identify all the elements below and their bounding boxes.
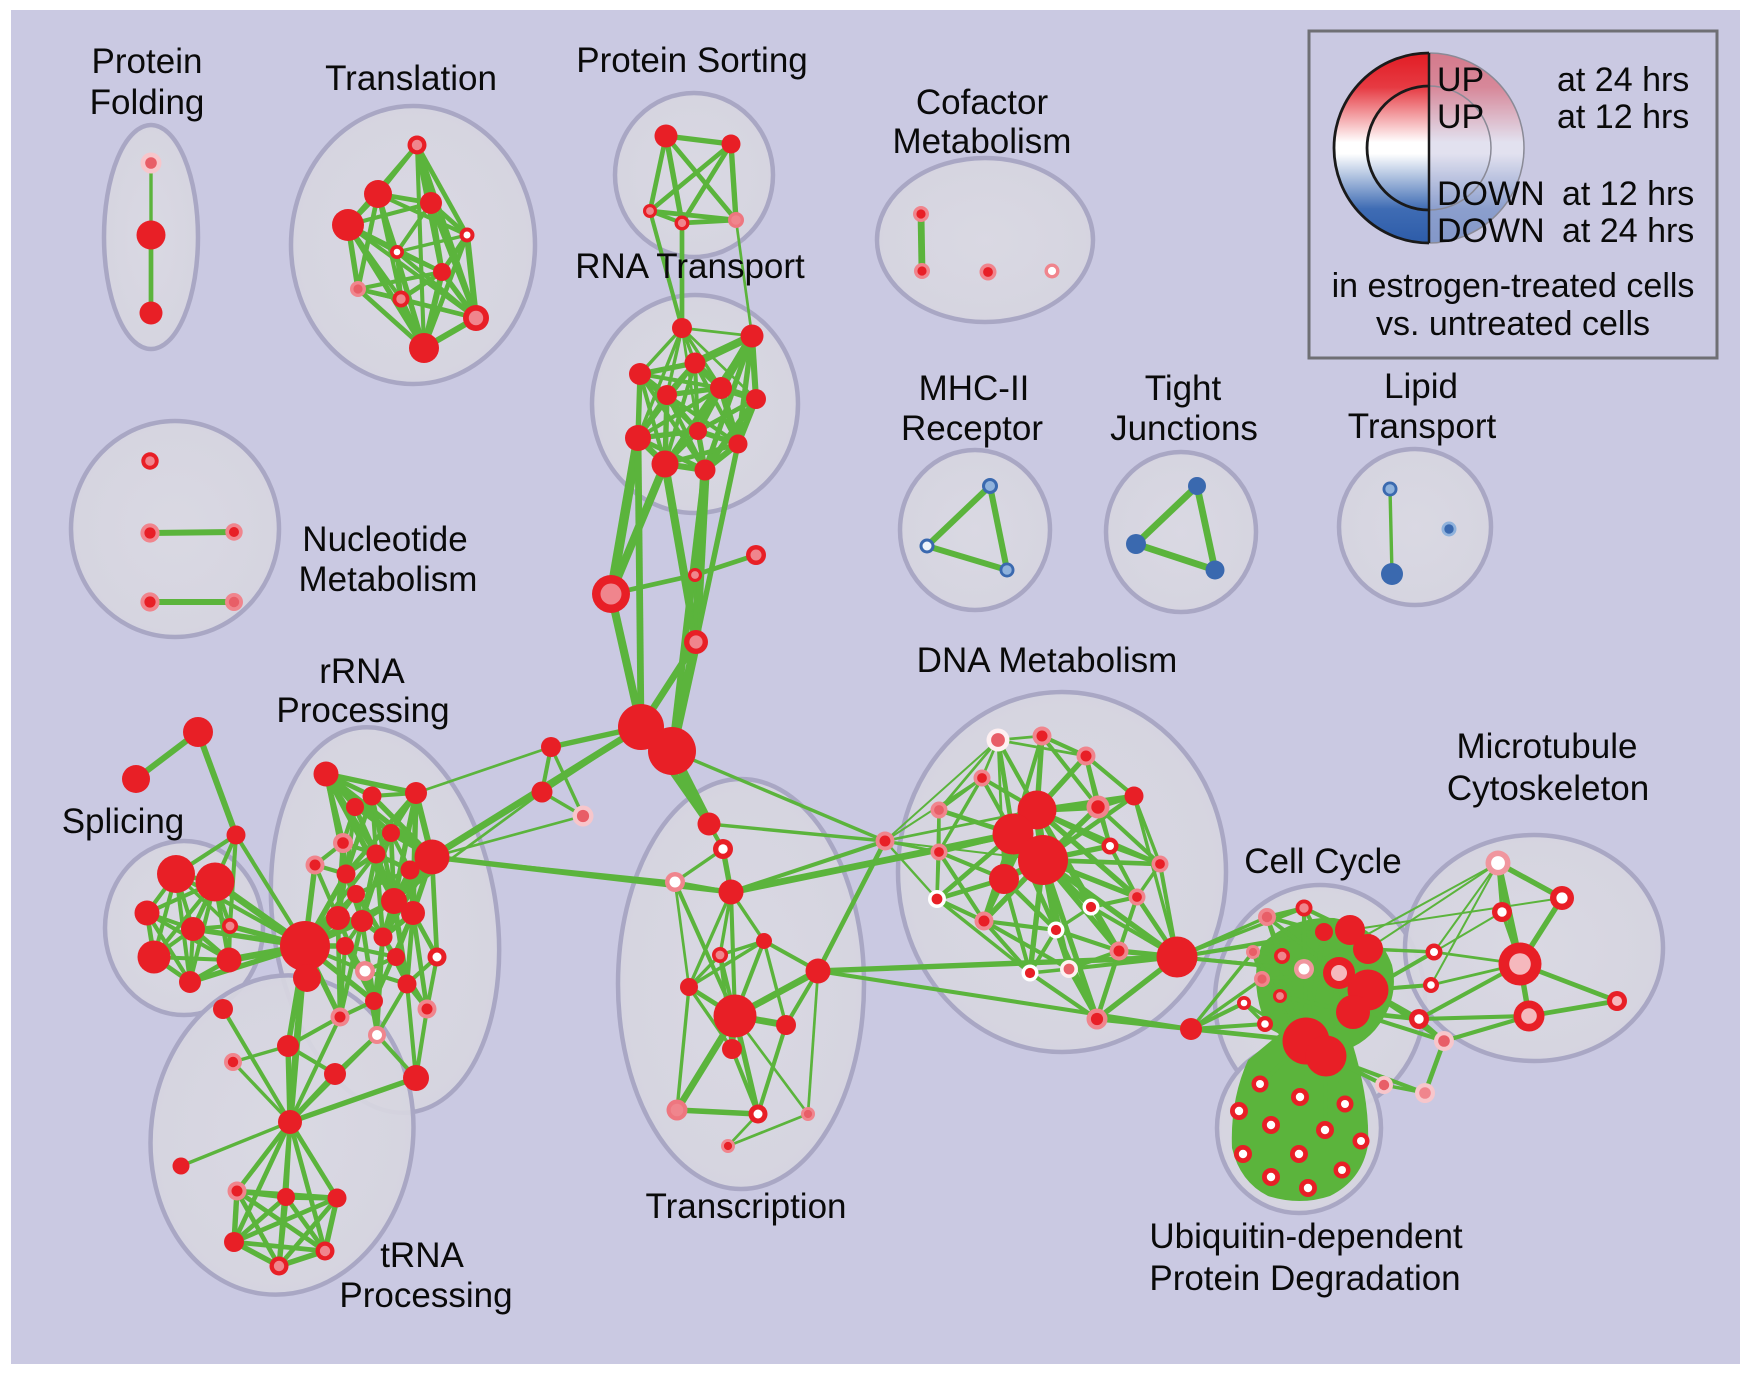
svg-text:DNA Metabolism: DNA Metabolism — [917, 641, 1178, 680]
svg-text:Cytoskeleton: Cytoskeleton — [1447, 769, 1649, 808]
svg-text:RNA Transport: RNA Transport — [575, 247, 805, 286]
svg-text:at 24 hrs: at 24 hrs — [1562, 212, 1694, 250]
svg-text:Splicing: Splicing — [62, 802, 185, 841]
svg-text:Tight: Tight — [1145, 369, 1222, 408]
svg-text:Receptor: Receptor — [901, 409, 1043, 448]
svg-text:Ubiquitin-dependent: Ubiquitin-dependent — [1149, 1217, 1463, 1256]
svg-text:vs. untreated cells: vs. untreated cells — [1376, 305, 1650, 343]
svg-text:UP: UP — [1437, 61, 1484, 99]
svg-text:Transport: Transport — [1348, 407, 1497, 446]
svg-text:Cell Cycle: Cell Cycle — [1244, 842, 1402, 881]
svg-text:in estrogen-treated cells: in estrogen-treated cells — [1332, 267, 1695, 305]
svg-text:Processing: Processing — [339, 1276, 512, 1315]
svg-text:at 12 hrs: at 12 hrs — [1562, 175, 1694, 213]
svg-text:Metabolism: Metabolism — [893, 122, 1072, 161]
svg-text:Junctions: Junctions — [1110, 409, 1258, 448]
svg-text:UP: UP — [1437, 98, 1484, 136]
svg-text:at 24 hrs: at 24 hrs — [1557, 61, 1689, 99]
svg-text:Cofactor: Cofactor — [916, 83, 1049, 122]
svg-text:DOWN: DOWN — [1437, 212, 1545, 250]
svg-text:Microtubule: Microtubule — [1457, 727, 1638, 766]
svg-text:DOWN: DOWN — [1437, 175, 1545, 213]
svg-text:Protein Degradation: Protein Degradation — [1149, 1259, 1460, 1298]
svg-text:Nucleotide: Nucleotide — [302, 520, 467, 559]
svg-text:Translation: Translation — [325, 59, 497, 98]
svg-text:Protein Sorting: Protein Sorting — [576, 41, 808, 80]
svg-text:MHC-II: MHC-II — [919, 369, 1030, 408]
svg-text:Transcription: Transcription — [646, 1187, 847, 1226]
svg-text:Metabolism: Metabolism — [299, 560, 478, 599]
svg-text:tRNA: tRNA — [380, 1236, 464, 1275]
svg-text:Protein: Protein — [92, 42, 203, 81]
svg-text:Processing: Processing — [276, 691, 449, 730]
svg-text:Lipid: Lipid — [1384, 367, 1458, 406]
svg-text:Folding: Folding — [90, 83, 205, 122]
svg-text:at 12 hrs: at 12 hrs — [1557, 98, 1689, 136]
svg-text:rRNA: rRNA — [319, 652, 405, 691]
